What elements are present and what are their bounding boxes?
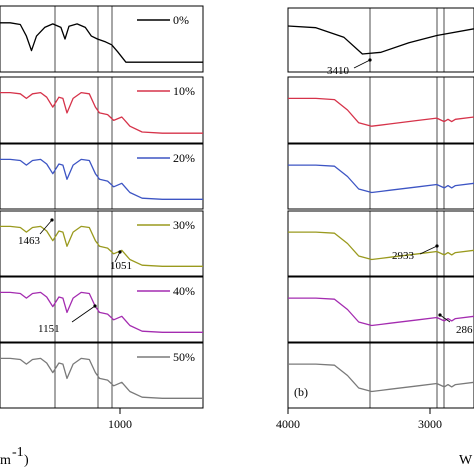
legend-label: 40% <box>173 284 195 298</box>
panel-a-x-axis-title-sup: -1 <box>12 445 24 460</box>
annotation-arrow <box>353 59 371 69</box>
annotation-arrowhead <box>118 250 122 254</box>
panel-a-subplot-frame <box>0 5 204 73</box>
annotation-1463: 1463 <box>18 235 41 247</box>
annotation-arrow <box>419 245 438 255</box>
legend-label: 0% <box>173 13 189 27</box>
panel-a-subplot-frame <box>0 210 204 277</box>
panel-a-subplot-frame <box>0 76 204 144</box>
panel-b-subplot-frame <box>287 76 474 144</box>
annotation-arrowhead <box>50 218 54 222</box>
panel-a-series-trace <box>0 91 203 134</box>
panel-b-series-trace <box>288 164 474 194</box>
panel-b-series-trace <box>288 97 474 127</box>
panel-a-series-trace <box>0 225 203 267</box>
panel-b <box>287 7 474 414</box>
annotation-1151: 1151 <box>38 323 60 335</box>
annotation-2933: 2933 <box>392 250 415 262</box>
panel-a: 0% 10% 20% 30% 40% 50% <box>0 5 204 414</box>
panel-a-x-axis-title-close: ) <box>24 453 29 468</box>
panel-b-subplot-frame <box>287 210 474 277</box>
panel-b-x-tick-label-3000: 3000 <box>418 417 442 431</box>
annotation-1051: 1051 <box>110 260 132 272</box>
panel-a-x-tick-label: 1000 <box>108 417 132 431</box>
annotation-arrowhead <box>368 58 372 62</box>
legend-label: 20% <box>173 151 195 165</box>
panel-a-subplot-frame <box>0 143 204 210</box>
annotation-arrow <box>439 314 451 323</box>
annotation-arrowhead <box>435 244 439 248</box>
panel-b-subplot-frame <box>287 342 474 409</box>
panel-b-label: (b) <box>294 385 308 399</box>
panel-a-subplot-frame <box>0 342 204 409</box>
annotation-arrow <box>114 251 121 263</box>
panel-b-x-axis-title: W <box>459 453 473 468</box>
panel-b-subplot-frame <box>287 276 474 343</box>
annotation-arrow <box>39 219 53 235</box>
panel-b-series-trace <box>287 25 474 55</box>
legend-label: 10% <box>173 84 195 98</box>
annotation-arrowhead <box>93 304 97 308</box>
panel-a-x-axis-title-text: m <box>0 453 11 468</box>
panel-a-series-trace <box>0 22 203 63</box>
panel-b-x-tick-label-4000: 4000 <box>276 417 300 431</box>
annotation-286: 286 <box>456 324 473 336</box>
annotation-arrowhead <box>438 313 442 317</box>
panel-a-series-trace <box>0 291 203 333</box>
panel-b-subplot-frame <box>287 143 474 210</box>
panel-a-series-trace <box>0 357 203 399</box>
panel-b-subplot-frame <box>287 7 474 73</box>
panel-a-subplot-frame <box>0 276 204 343</box>
panel-a-series-trace <box>0 158 203 200</box>
annotation-3410: 3410 <box>327 65 350 77</box>
legend-label: 30% <box>173 218 195 232</box>
legend-label: 50% <box>173 350 195 364</box>
panel-b-series-trace <box>288 231 474 261</box>
panel-b-series-trace <box>288 363 474 393</box>
panel-b-series-trace <box>288 297 474 327</box>
annotation-arrow <box>71 305 96 323</box>
